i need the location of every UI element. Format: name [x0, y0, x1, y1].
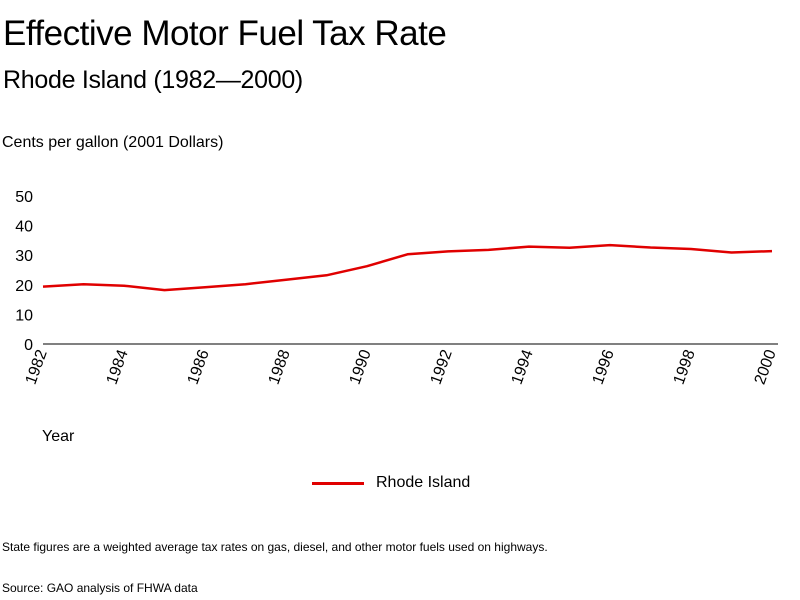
y-tick-label: 30	[15, 248, 33, 265]
y-tick-label: 20	[15, 278, 33, 295]
footnote: State figures are a weighted average tax…	[2, 540, 548, 554]
x-tick-label: 1994	[509, 347, 537, 386]
legend-swatch-rhode-island	[312, 481, 364, 485]
x-tick-label: 2000	[752, 347, 780, 386]
chart-title: Effective Motor Fuel Tax Rate	[3, 14, 447, 53]
x-axis-label: Year	[42, 428, 75, 445]
y-axis-label: Cents per gallon (2001 Dollars)	[2, 134, 224, 151]
y-tick-label: 40	[15, 219, 33, 236]
x-tick-label: 1996	[590, 347, 618, 386]
x-tick-label: 1998	[671, 347, 699, 386]
x-tick-label: 1992	[428, 347, 456, 386]
legend-label-rhode-island: Rhode Island	[376, 474, 471, 491]
y-tick-label: 50	[15, 189, 33, 206]
x-tick-label: 1990	[347, 347, 375, 386]
series-line-rhode-island	[42, 243, 773, 292]
x-tick-label: 1984	[104, 347, 132, 386]
chart-subtitle: Rhode Island (1982—2000)	[3, 66, 303, 94]
legend: Rhode Island	[312, 472, 470, 494]
x-tick-label: 1988	[266, 347, 294, 386]
source-note: Source: GAO analysis of FHWA data	[2, 581, 198, 595]
x-tick-label: 1986	[185, 347, 213, 386]
y-tick-label: 0	[24, 337, 33, 354]
y-tick-label: 10	[15, 307, 33, 324]
